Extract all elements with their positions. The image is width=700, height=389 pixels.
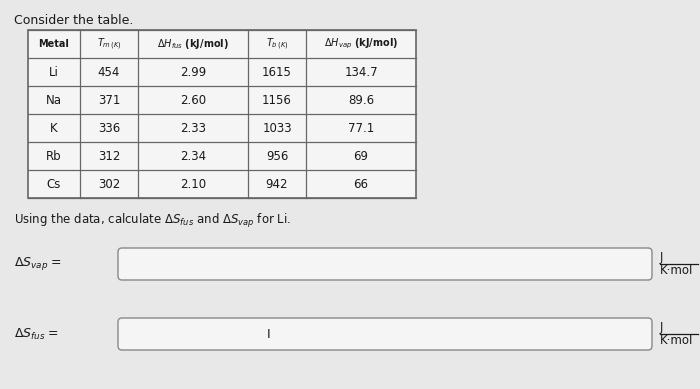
Text: $T_{b\,(K)}$: $T_{b\,(K)}$: [266, 36, 288, 52]
Text: 69: 69: [354, 149, 368, 163]
Text: 371: 371: [98, 93, 120, 107]
Text: 66: 66: [354, 177, 368, 191]
Text: 336: 336: [98, 121, 120, 135]
Text: K·mol: K·mol: [660, 265, 694, 277]
FancyBboxPatch shape: [118, 318, 652, 350]
Text: 134.7: 134.7: [344, 65, 378, 79]
Text: 2.60: 2.60: [180, 93, 206, 107]
Text: 2.10: 2.10: [180, 177, 206, 191]
Text: Consider the table.: Consider the table.: [14, 14, 134, 27]
Text: $\Delta S_{fus}$ =: $\Delta S_{fus}$ =: [14, 326, 60, 342]
Text: 2.99: 2.99: [180, 65, 206, 79]
Text: K: K: [50, 121, 58, 135]
Text: Metal: Metal: [38, 39, 69, 49]
Text: 89.6: 89.6: [348, 93, 374, 107]
Text: 1033: 1033: [262, 121, 292, 135]
Text: 1156: 1156: [262, 93, 292, 107]
Text: 2.34: 2.34: [180, 149, 206, 163]
Text: J: J: [660, 321, 664, 333]
FancyBboxPatch shape: [118, 248, 652, 280]
Text: K·mol: K·mol: [660, 335, 694, 347]
Text: 454: 454: [98, 65, 120, 79]
Text: $\Delta H_{fus}$ (kJ/mol): $\Delta H_{fus}$ (kJ/mol): [157, 37, 229, 51]
Text: Rb: Rb: [46, 149, 62, 163]
Text: J: J: [660, 251, 664, 263]
Text: I: I: [267, 328, 270, 340]
Text: 302: 302: [98, 177, 120, 191]
Text: 1615: 1615: [262, 65, 292, 79]
Text: Cs: Cs: [47, 177, 61, 191]
Text: 2.33: 2.33: [180, 121, 206, 135]
Text: Li: Li: [49, 65, 59, 79]
Text: 942: 942: [266, 177, 288, 191]
Text: 956: 956: [266, 149, 288, 163]
Text: $\Delta H_{vap}$ (kJ/mol): $\Delta H_{vap}$ (kJ/mol): [324, 37, 398, 51]
Text: Using the data, calculate $\Delta S_{fus}$ and $\Delta S_{vap}$ for Li.: Using the data, calculate $\Delta S_{fus…: [14, 212, 291, 230]
Text: 77.1: 77.1: [348, 121, 374, 135]
Bar: [28, 30, 416, 198]
Text: $T_{m\,(K)}$: $T_{m\,(K)}$: [97, 36, 121, 52]
Text: Na: Na: [46, 93, 62, 107]
Text: 312: 312: [98, 149, 120, 163]
Text: $\Delta S_{vap}$ =: $\Delta S_{vap}$ =: [14, 256, 62, 273]
